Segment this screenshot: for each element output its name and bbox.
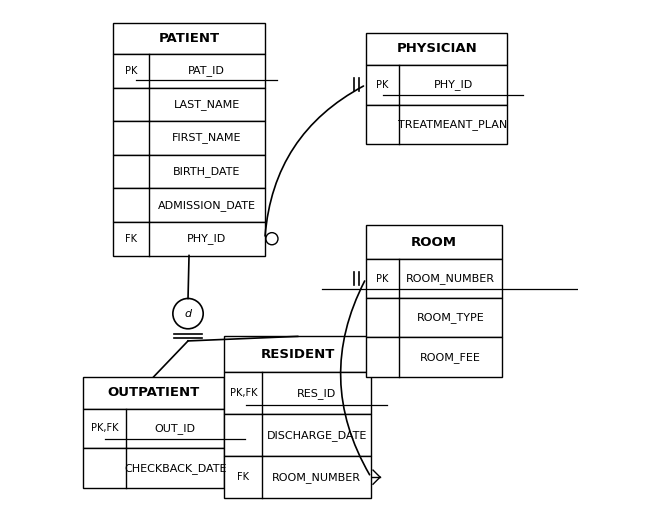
Text: PAT_ID: PAT_ID xyxy=(188,65,225,76)
Text: PK,FK: PK,FK xyxy=(230,388,257,398)
Text: ROOM_NUMBER: ROOM_NUMBER xyxy=(272,472,361,482)
Bar xyxy=(225,456,371,498)
Text: RESIDENT: RESIDENT xyxy=(260,348,335,361)
Text: OUTPATIENT: OUTPATIENT xyxy=(107,386,200,399)
Text: FIRST_NAME: FIRST_NAME xyxy=(172,132,242,144)
Bar xyxy=(83,409,225,448)
Bar xyxy=(225,414,371,456)
Bar xyxy=(113,23,265,54)
Text: FK: FK xyxy=(238,472,249,482)
Bar xyxy=(225,373,371,414)
Text: PHYSICIAN: PHYSICIAN xyxy=(396,42,477,56)
Bar xyxy=(113,222,265,256)
Bar xyxy=(366,337,503,377)
Text: ADMISSION_DATE: ADMISSION_DATE xyxy=(158,200,256,211)
Text: ROOM: ROOM xyxy=(411,236,457,248)
Text: FK: FK xyxy=(125,234,137,244)
Bar xyxy=(366,225,503,259)
Bar xyxy=(83,448,225,488)
Text: PK: PK xyxy=(125,66,137,76)
Bar xyxy=(225,336,371,373)
Text: PATIENT: PATIENT xyxy=(158,32,219,45)
Text: TREATMEANT_PLAN: TREATMEANT_PLAN xyxy=(398,119,508,130)
Bar xyxy=(366,298,503,337)
Text: PK,FK: PK,FK xyxy=(90,424,118,433)
Bar xyxy=(113,121,265,155)
Text: DISCHARGE_DATE: DISCHARGE_DATE xyxy=(266,430,367,440)
Text: LAST_NAME: LAST_NAME xyxy=(174,99,240,110)
Text: OUT_ID: OUT_ID xyxy=(155,423,196,434)
Bar xyxy=(366,259,503,298)
Text: PK: PK xyxy=(376,80,389,90)
Bar xyxy=(366,65,508,105)
Text: ROOM_TYPE: ROOM_TYPE xyxy=(417,312,484,323)
Text: ROOM_FEE: ROOM_FEE xyxy=(420,352,481,363)
Text: BIRTH_DATE: BIRTH_DATE xyxy=(173,166,240,177)
Text: RES_ID: RES_ID xyxy=(297,388,337,399)
Text: ROOM_NUMBER: ROOM_NUMBER xyxy=(406,273,495,284)
Text: PHY_ID: PHY_ID xyxy=(187,233,227,244)
Bar xyxy=(83,377,225,409)
Text: d: d xyxy=(184,309,191,319)
Bar xyxy=(113,155,265,189)
Bar xyxy=(113,87,265,121)
Text: PHY_ID: PHY_ID xyxy=(434,79,473,90)
Text: PK: PK xyxy=(376,273,389,284)
Bar xyxy=(113,54,265,87)
Bar xyxy=(113,189,265,222)
Bar xyxy=(366,33,508,65)
Text: CHECKBACK_DATE: CHECKBACK_DATE xyxy=(124,462,227,474)
Bar xyxy=(366,105,508,144)
